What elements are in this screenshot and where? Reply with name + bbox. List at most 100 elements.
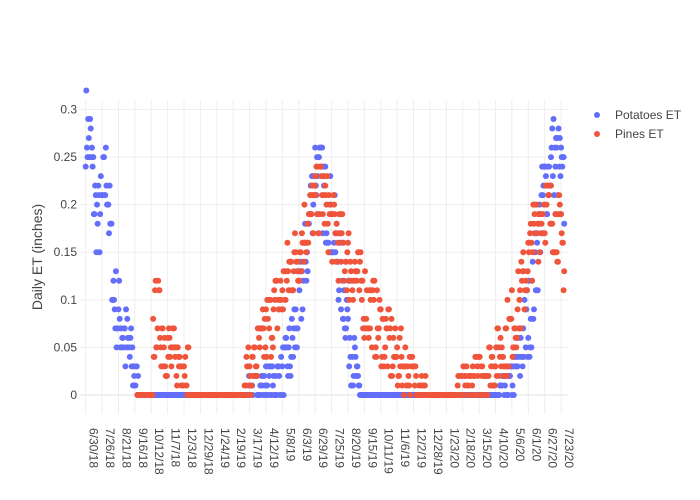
- data-point-potatoes: [100, 154, 107, 161]
- data-point-pines: [288, 258, 295, 265]
- data-point-pines: [294, 258, 301, 265]
- data-point-pines: [375, 334, 382, 341]
- data-point-potatoes: [352, 353, 359, 360]
- data-point-potatoes: [556, 135, 563, 142]
- data-point-potatoes: [509, 382, 516, 389]
- data-point-pines: [155, 277, 162, 284]
- data-point-potatoes: [87, 116, 94, 123]
- data-point-pines: [351, 258, 358, 265]
- data-point-pines: [409, 353, 416, 360]
- data-point-pines: [529, 249, 536, 256]
- data-point-potatoes: [116, 277, 123, 284]
- data-point-pines: [312, 173, 319, 180]
- data-point-pines: [154, 325, 161, 332]
- data-point-potatoes: [82, 163, 89, 170]
- x-tick-label: 6/27/20: [546, 428, 560, 468]
- legend-item[interactable]: Potatoes ET: [594, 108, 682, 122]
- x-tick-label: 1/23/20: [447, 428, 461, 468]
- data-point-pines: [271, 287, 278, 294]
- data-point-pines: [513, 334, 520, 341]
- data-point-potatoes: [132, 382, 139, 389]
- grid-layer: [80, 100, 568, 414]
- data-point-pines: [354, 268, 361, 275]
- data-point-potatoes: [126, 353, 133, 360]
- data-point-pines: [174, 382, 181, 389]
- x-tick-label: 10/11/19: [382, 428, 396, 474]
- data-point-pines: [549, 220, 556, 227]
- axis-layer: 0 0.05 0.1 0.15 0.2 0.25 0.3 6/30/18 7/26/18 8/21…: [54, 103, 576, 476]
- data-point-pines: [517, 287, 524, 294]
- data-point-pines: [357, 249, 364, 256]
- data-point-pines: [266, 325, 273, 332]
- data-point-pines: [164, 372, 171, 379]
- data-point-potatoes: [319, 144, 326, 151]
- x-tick-label: 9/16/18: [136, 428, 150, 468]
- data-point-potatoes: [547, 154, 554, 161]
- data-point-potatoes: [344, 315, 351, 322]
- data-point-pines: [402, 344, 409, 351]
- y-tick-label: 0.05: [54, 340, 78, 354]
- data-point-pines: [358, 296, 365, 303]
- data-point-pines: [369, 287, 376, 294]
- data-point-potatoes: [111, 296, 118, 303]
- data-point-pines: [496, 372, 503, 379]
- data-point-potatoes: [261, 372, 268, 379]
- data-point-potatoes: [269, 382, 276, 389]
- data-point-potatoes: [127, 334, 134, 341]
- data-point-pines: [472, 391, 479, 398]
- data-point-pines: [310, 230, 317, 237]
- data-point-pines: [384, 363, 391, 370]
- data-point-potatoes: [534, 287, 541, 294]
- x-tick-label: 4/12/19: [267, 428, 281, 468]
- data-point-pines: [167, 353, 174, 360]
- data-point-potatoes: [355, 372, 362, 379]
- data-point-pines: [338, 258, 345, 265]
- data-point-pines: [344, 249, 351, 256]
- data-point-pines: [166, 334, 173, 341]
- data-point-pines: [156, 287, 163, 294]
- data-point-potatoes: [106, 230, 112, 237]
- data-point-pines: [394, 344, 401, 351]
- data-point-potatoes: [264, 382, 271, 389]
- data-point-potatoes: [542, 173, 549, 180]
- data-point-potatoes: [322, 163, 329, 170]
- data-point-pines: [315, 230, 322, 237]
- x-tick-label: 5/8/19: [283, 428, 297, 462]
- legend-item[interactable]: Pines ET: [594, 127, 664, 141]
- x-tick-label: 5/6/20: [513, 428, 527, 462]
- data-point-pines: [245, 344, 252, 351]
- data-point-pines: [290, 287, 297, 294]
- data-point-pines: [536, 249, 543, 256]
- y-tick-label: 0.2: [60, 198, 77, 212]
- data-point-pines: [173, 372, 180, 379]
- data-point-pines: [322, 182, 329, 189]
- data-point-potatoes: [296, 287, 303, 294]
- data-point-pines: [311, 182, 318, 189]
- data-point-pines: [280, 306, 287, 313]
- data-point-potatoes: [280, 391, 287, 398]
- data-point-pines: [341, 268, 348, 275]
- data-point-potatoes: [290, 353, 297, 360]
- y-tick-label: 0.15: [54, 245, 78, 259]
- x-tick-label: 12/29/18: [201, 428, 215, 475]
- data-point-pines: [263, 353, 270, 360]
- data-point-pines: [262, 306, 269, 313]
- data-point-potatoes: [346, 363, 353, 370]
- data-point-pines: [285, 268, 292, 275]
- data-point-pines: [373, 353, 380, 360]
- data-point-potatoes: [350, 382, 356, 389]
- data-point-pines: [246, 363, 253, 370]
- data-point-pines: [324, 220, 331, 227]
- data-point-potatoes: [315, 154, 322, 161]
- data-point-pines: [508, 287, 515, 294]
- data-point-potatoes: [135, 372, 142, 379]
- y-tick-label: 0: [70, 388, 77, 402]
- data-point-potatoes: [338, 306, 345, 313]
- data-point-potatoes: [356, 382, 363, 389]
- data-point-pines: [353, 277, 360, 284]
- data-point-potatoes: [119, 334, 126, 341]
- data-point-pines: [520, 249, 527, 256]
- data-point-potatoes: [102, 144, 109, 151]
- data-point-potatoes: [553, 144, 560, 151]
- data-point-pines: [554, 258, 561, 265]
